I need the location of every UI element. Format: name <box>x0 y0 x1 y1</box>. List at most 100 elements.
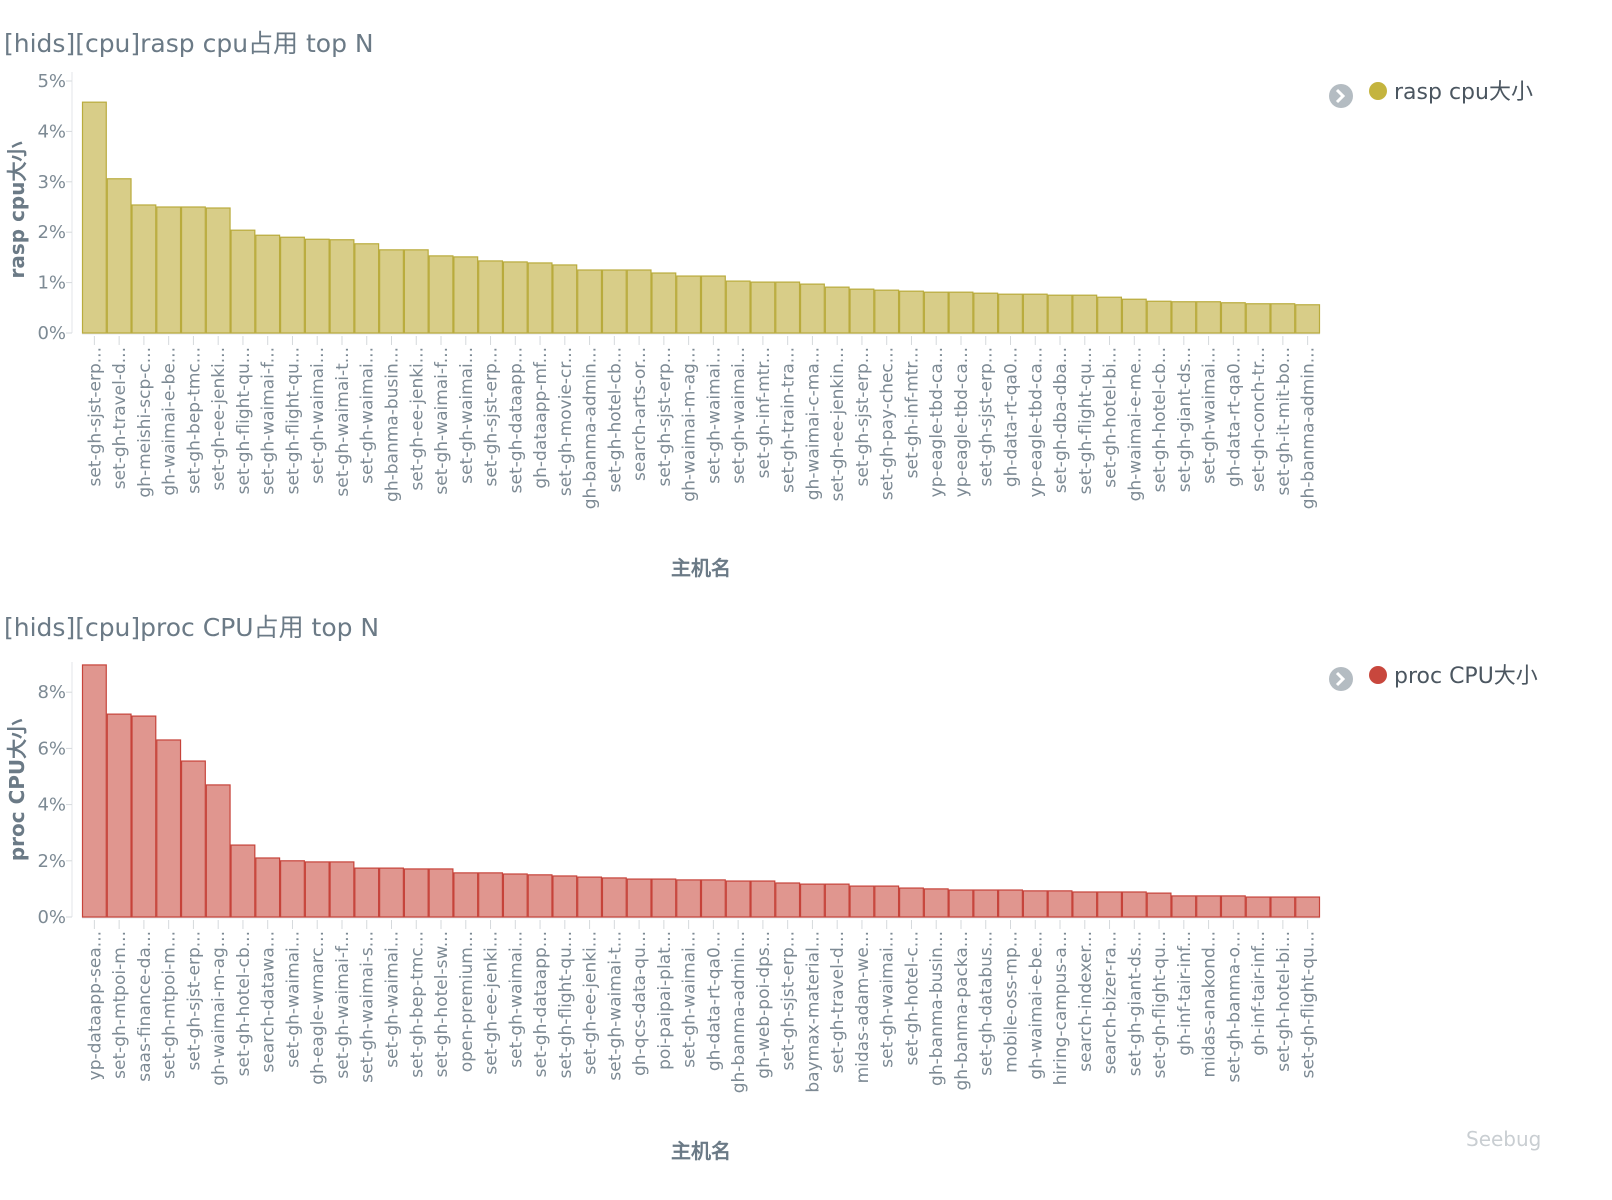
bar[interactable] <box>354 867 380 918</box>
bar[interactable] <box>601 269 627 334</box>
bar[interactable] <box>725 280 751 334</box>
bar[interactable] <box>1171 301 1197 334</box>
bar[interactable] <box>1121 298 1147 334</box>
bar[interactable] <box>279 236 305 334</box>
bar[interactable] <box>948 889 974 918</box>
bar[interactable] <box>131 715 157 918</box>
bar[interactable] <box>1047 294 1073 334</box>
bar[interactable] <box>552 875 578 918</box>
bar[interactable] <box>403 868 429 918</box>
bar[interactable] <box>973 889 999 918</box>
legend-label[interactable]: proc CPU大小 <box>1394 664 1538 689</box>
bar[interactable] <box>1146 300 1172 334</box>
bar[interactable] <box>1245 303 1271 334</box>
bar[interactable] <box>279 860 305 918</box>
bar[interactable] <box>676 275 702 334</box>
bar[interactable] <box>626 269 652 334</box>
bar[interactable] <box>1097 296 1123 334</box>
bar[interactable] <box>131 204 157 334</box>
bar[interactable] <box>1270 896 1296 918</box>
bar[interactable] <box>799 283 825 334</box>
bar[interactable] <box>998 889 1023 918</box>
bar[interactable] <box>329 861 355 918</box>
bar[interactable] <box>923 291 949 334</box>
legend[interactable]: proc CPU大小 <box>1329 664 1538 691</box>
bar[interactable] <box>255 234 281 334</box>
legend-toggle-chevron-icon[interactable] <box>1329 667 1353 691</box>
bar[interactable] <box>255 857 281 918</box>
bar[interactable] <box>973 292 999 334</box>
bar[interactable] <box>750 880 776 918</box>
bar[interactable] <box>1022 890 1048 918</box>
bar[interactable] <box>230 229 256 334</box>
bar[interactable] <box>428 255 454 334</box>
bar[interactable] <box>205 784 231 918</box>
legend-toggle-chevron-icon[interactable] <box>1329 84 1353 108</box>
bar[interactable] <box>898 887 924 918</box>
legend[interactable]: rasp cpu大小 <box>1329 80 1533 108</box>
bar[interactable] <box>1097 891 1123 918</box>
bar[interactable] <box>205 207 231 334</box>
bar[interactable] <box>849 288 875 334</box>
bar[interactable] <box>304 238 330 334</box>
bar[interactable] <box>354 243 380 334</box>
bar[interactable] <box>700 275 726 334</box>
bar[interactable] <box>948 291 974 334</box>
bar[interactable] <box>577 876 603 918</box>
bar[interactable] <box>156 739 182 918</box>
bar[interactable] <box>1196 895 1222 918</box>
bar[interactable] <box>230 844 256 918</box>
bar[interactable] <box>874 885 900 918</box>
bar[interactable] <box>824 883 850 918</box>
bar[interactable] <box>527 262 553 334</box>
bar[interactable] <box>1196 301 1222 334</box>
bar[interactable] <box>1146 892 1172 918</box>
bar[interactable] <box>651 878 677 918</box>
bar[interactable] <box>106 713 132 918</box>
bar[interactable] <box>502 873 528 918</box>
bar[interactable] <box>1245 896 1271 918</box>
bar[interactable] <box>775 882 801 918</box>
bar[interactable] <box>799 883 825 918</box>
bar[interactable] <box>998 293 1023 334</box>
bar[interactable] <box>923 888 949 918</box>
bar[interactable] <box>725 880 751 918</box>
bar[interactable] <box>874 289 900 334</box>
bar[interactable] <box>1072 294 1098 334</box>
bar[interactable] <box>304 861 330 918</box>
bar[interactable] <box>478 872 504 918</box>
bar[interactable] <box>453 872 479 918</box>
bar[interactable] <box>1121 891 1147 918</box>
bar[interactable] <box>453 256 479 334</box>
bar[interactable] <box>824 286 850 334</box>
bar[interactable] <box>651 272 677 334</box>
bar[interactable] <box>700 879 726 918</box>
bar[interactable] <box>775 281 801 334</box>
bar[interactable] <box>626 878 652 918</box>
bar[interactable] <box>428 868 454 918</box>
bar[interactable] <box>180 206 206 334</box>
bar[interactable] <box>1072 891 1098 918</box>
bar[interactable] <box>156 206 182 334</box>
bar[interactable] <box>1220 895 1246 918</box>
bar[interactable] <box>1022 293 1048 334</box>
bar[interactable] <box>478 260 504 334</box>
bar[interactable] <box>676 879 702 918</box>
bar[interactable] <box>1047 890 1073 918</box>
bar[interactable] <box>552 264 578 334</box>
bar[interactable] <box>1270 303 1296 334</box>
bar[interactable] <box>403 249 429 334</box>
bar[interactable] <box>898 290 924 334</box>
bar[interactable] <box>180 760 206 918</box>
bar[interactable] <box>379 867 404 918</box>
bar[interactable] <box>849 885 875 918</box>
bar[interactable] <box>379 249 404 334</box>
bar[interactable] <box>106 178 132 334</box>
bar[interactable] <box>81 664 107 918</box>
bar[interactable] <box>750 281 776 334</box>
bar[interactable] <box>601 877 627 918</box>
bar[interactable] <box>577 269 603 334</box>
bar[interactable] <box>1295 304 1321 334</box>
bar[interactable] <box>1220 302 1246 334</box>
bar[interactable] <box>329 239 355 334</box>
